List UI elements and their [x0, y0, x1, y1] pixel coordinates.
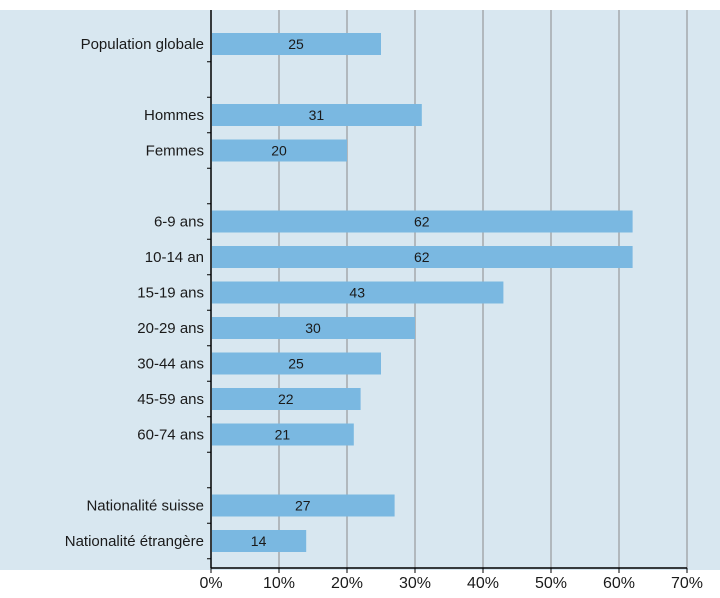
- x-tick-label: 20%: [331, 575, 363, 592]
- category-label: Hommes: [144, 107, 204, 124]
- category-label: 10-14 an: [145, 249, 204, 266]
- bar-value-label: 25: [288, 36, 304, 52]
- bar: [212, 281, 504, 304]
- category-label: Nationalité suisse: [86, 498, 204, 515]
- bars: [212, 33, 633, 552]
- category-label: Femmes: [146, 143, 204, 160]
- category-label: 45-59 ans: [137, 391, 204, 408]
- bar-value-label: 30: [305, 320, 321, 336]
- bar: [212, 388, 361, 410]
- bar-value-label: 62: [414, 249, 430, 265]
- x-tick-label: 60%: [603, 575, 635, 592]
- x-tick-label: 40%: [467, 575, 499, 592]
- category-label: 60-74 ans: [137, 427, 204, 444]
- bar-value-label: 62: [414, 214, 430, 230]
- bar-value-label: 22: [278, 391, 294, 407]
- labels: 25 Population globale 31 Hommes 20 Femmes 62 6-…: [65, 36, 703, 592]
- category-label: 15-19 ans: [137, 285, 204, 302]
- bar-value-label: 27: [295, 498, 311, 514]
- x-tick-label: 30%: [399, 575, 431, 592]
- category-label: 6-9 ans: [154, 214, 204, 231]
- category-label: Nationalité étrangère: [65, 533, 204, 550]
- x-tick-label: 10%: [263, 575, 295, 592]
- x-tick-label: 50%: [535, 575, 567, 592]
- bar-value-label: 25: [288, 356, 304, 372]
- x-tick-label: 0%: [199, 575, 222, 592]
- bar: [212, 352, 381, 375]
- bar: [212, 530, 307, 552]
- bar: [212, 423, 354, 446]
- bar: [212, 33, 381, 55]
- axes: [207, 10, 688, 573]
- bar: [212, 317, 415, 339]
- category-label: Population globale: [81, 36, 204, 53]
- bar-value-label: 31: [309, 107, 325, 123]
- x-tick-label: 70%: [671, 575, 703, 592]
- bar-value-label: 20: [271, 143, 287, 159]
- bar-value-label: 43: [349, 285, 365, 301]
- bar: [212, 494, 395, 517]
- category-label: 20-29 ans: [137, 320, 204, 337]
- bar: [212, 246, 633, 268]
- bar-value-label: 14: [251, 533, 267, 549]
- bar: [212, 210, 633, 233]
- bar: [212, 139, 347, 162]
- bar-value-label: 21: [275, 427, 291, 443]
- bar: [212, 104, 422, 126]
- category-label: 30-44 ans: [137, 356, 204, 373]
